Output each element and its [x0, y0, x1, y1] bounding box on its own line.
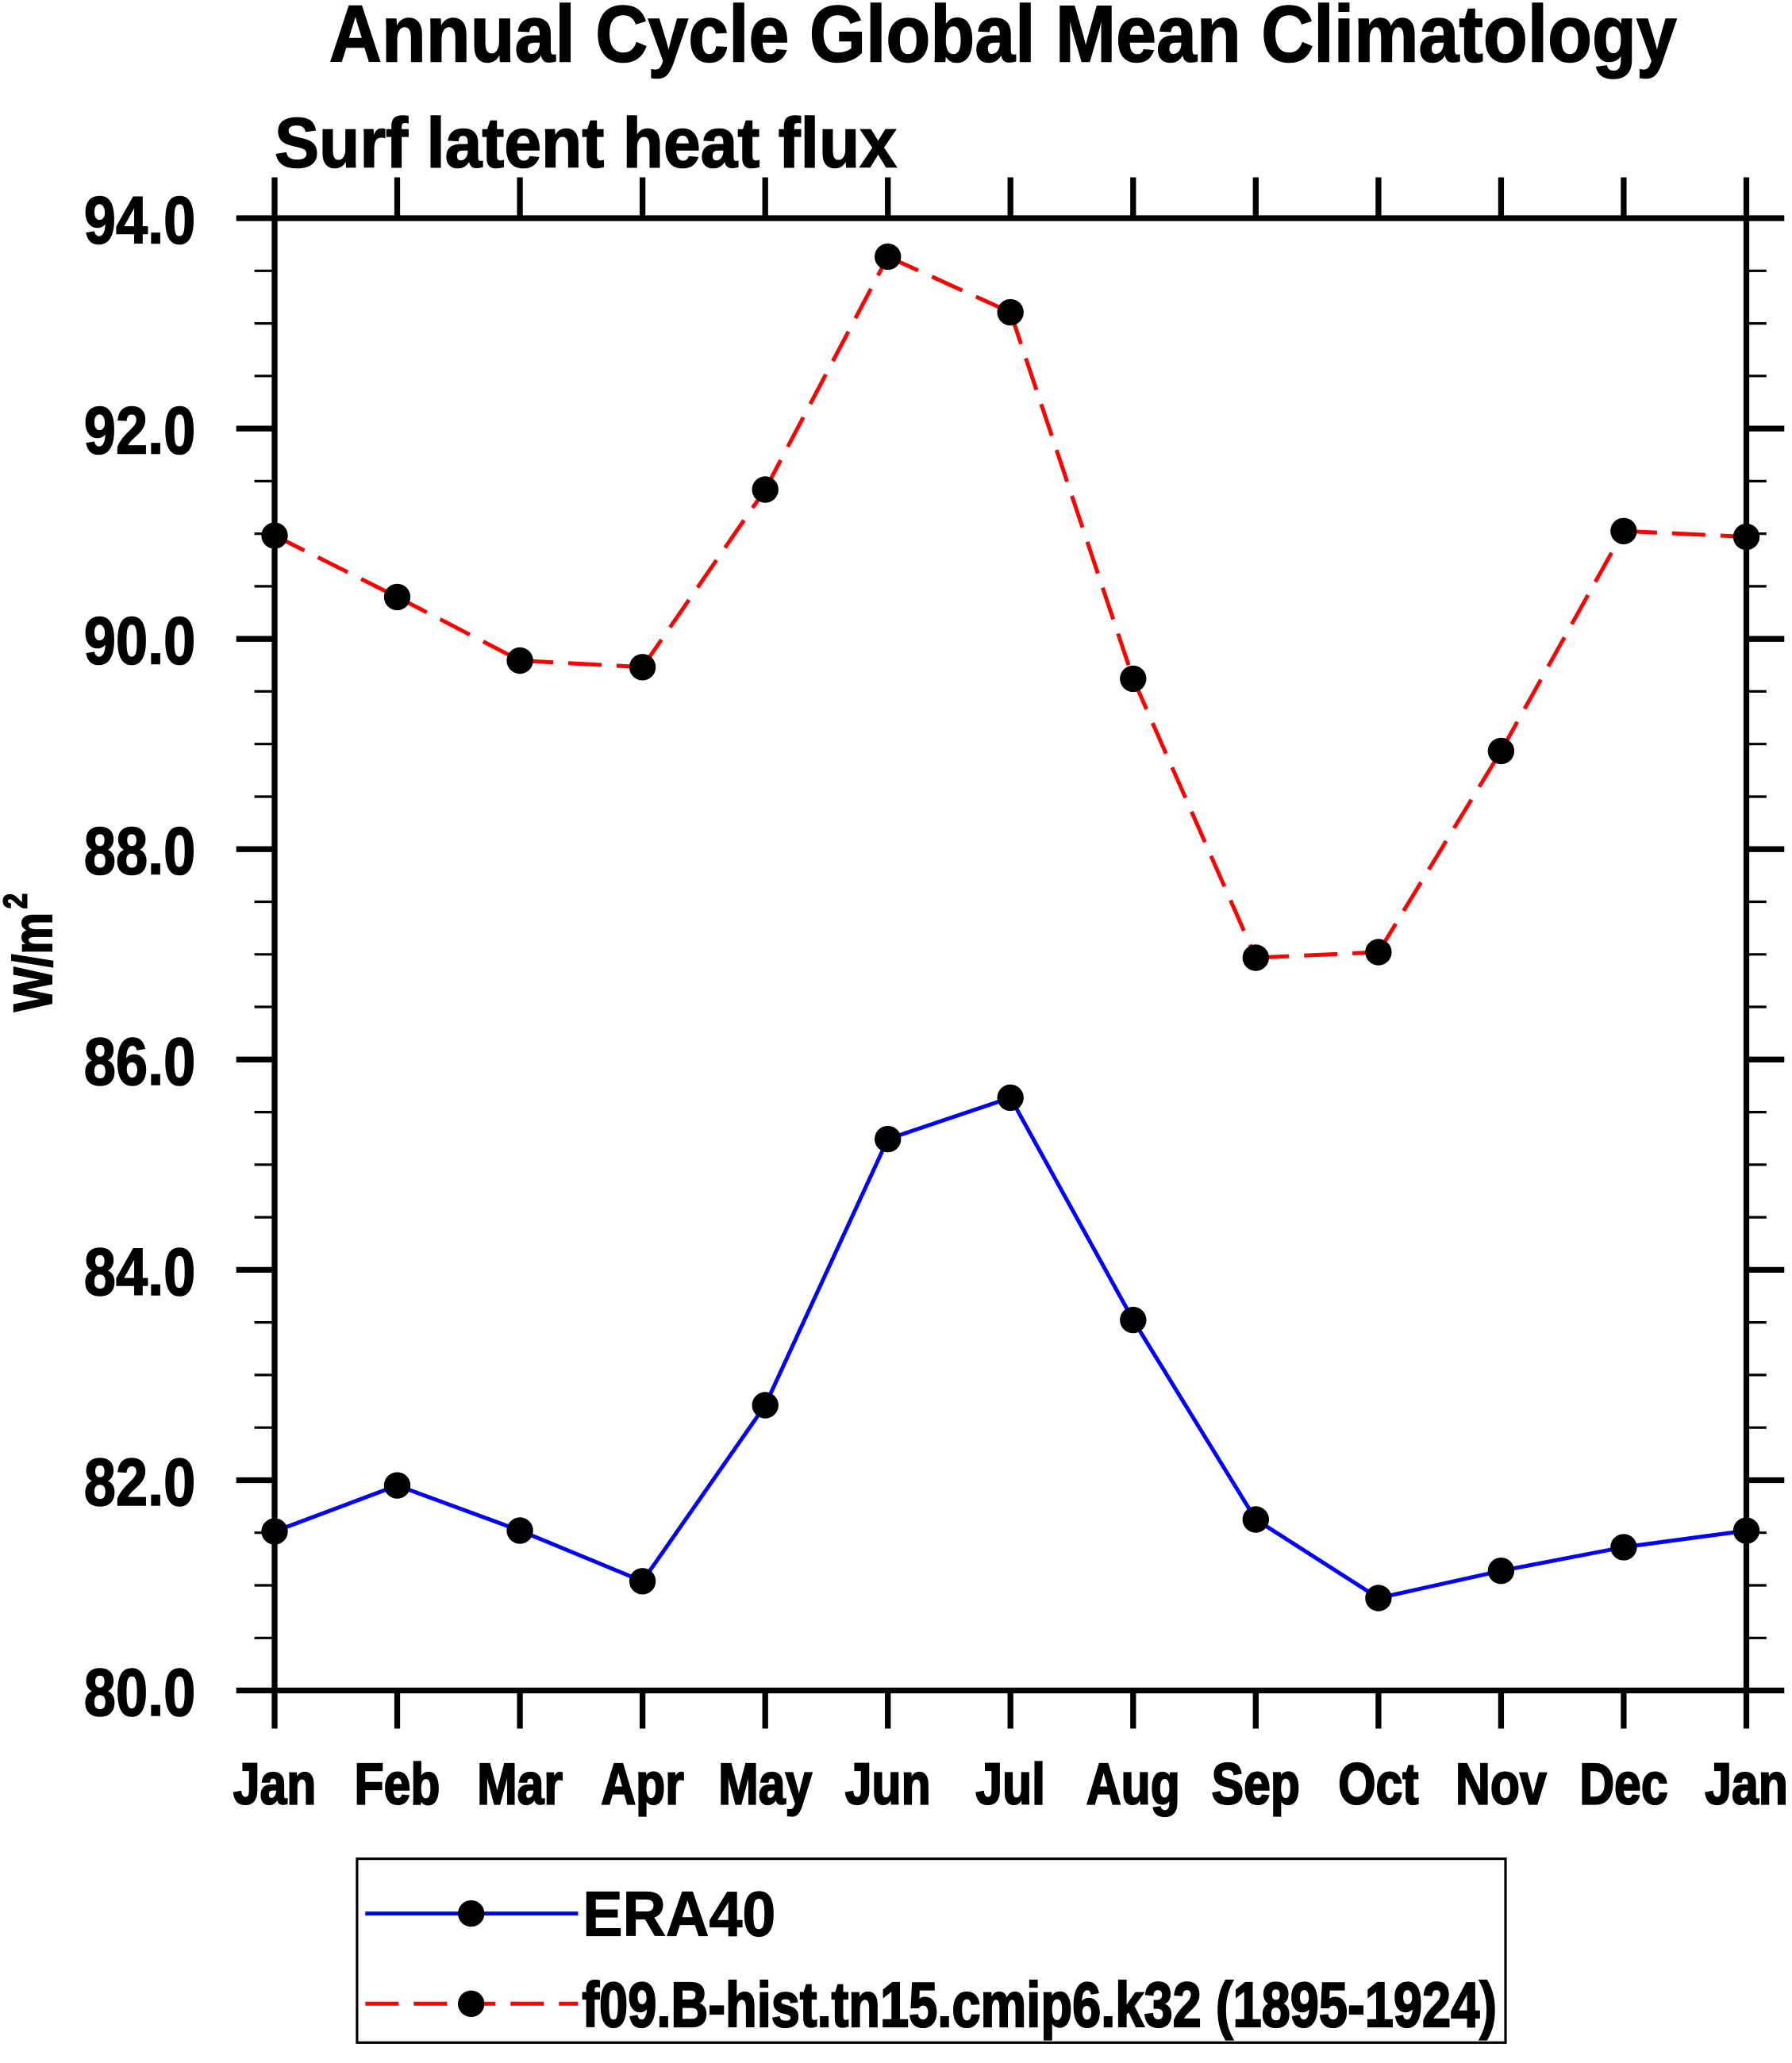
svg-text:Surf latent heat flux: Surf latent heat flux	[275, 103, 897, 182]
svg-text:84.0: 84.0	[84, 1234, 196, 1309]
svg-text:80.0: 80.0	[84, 1654, 196, 1730]
svg-text:Mar: Mar	[477, 1752, 563, 1816]
svg-text:Annual Cycle Global Mean Clima: Annual Cycle Global Mean Climatology	[329, 0, 1677, 79]
svg-text:May: May	[718, 1752, 812, 1816]
svg-text:Jul: Jul	[975, 1752, 1045, 1816]
svg-text:Apr: Apr	[601, 1752, 684, 1816]
svg-text:88.0: 88.0	[84, 813, 196, 889]
svg-text:Aug: Aug	[1086, 1752, 1180, 1816]
svg-text:86.0: 86.0	[84, 1024, 196, 1099]
svg-text:82.0: 82.0	[84, 1444, 196, 1519]
svg-text:Dec: Dec	[1579, 1752, 1667, 1816]
svg-text:Nov: Nov	[1456, 1752, 1547, 1816]
svg-text:Sep: Sep	[1212, 1752, 1300, 1816]
svg-text:f09.B-hist.tn15.cmip6.k32 (189: f09.B-hist.tn15.cmip6.k32 (1895-1924)	[582, 1969, 1497, 2040]
svg-text:ERA40: ERA40	[583, 1878, 775, 1949]
svg-text:W/m2: W/m2	[0, 893, 63, 1012]
svg-text:Oct: Oct	[1338, 1752, 1418, 1816]
svg-text:Jan: Jan	[1705, 1752, 1788, 1816]
svg-text:Jan: Jan	[233, 1752, 317, 1816]
svg-text:94.0: 94.0	[84, 182, 196, 258]
svg-text:90.0: 90.0	[84, 603, 196, 678]
svg-text:Feb: Feb	[355, 1752, 440, 1816]
svg-text:92.0: 92.0	[84, 393, 196, 468]
svg-text:Jun: Jun	[845, 1752, 931, 1816]
